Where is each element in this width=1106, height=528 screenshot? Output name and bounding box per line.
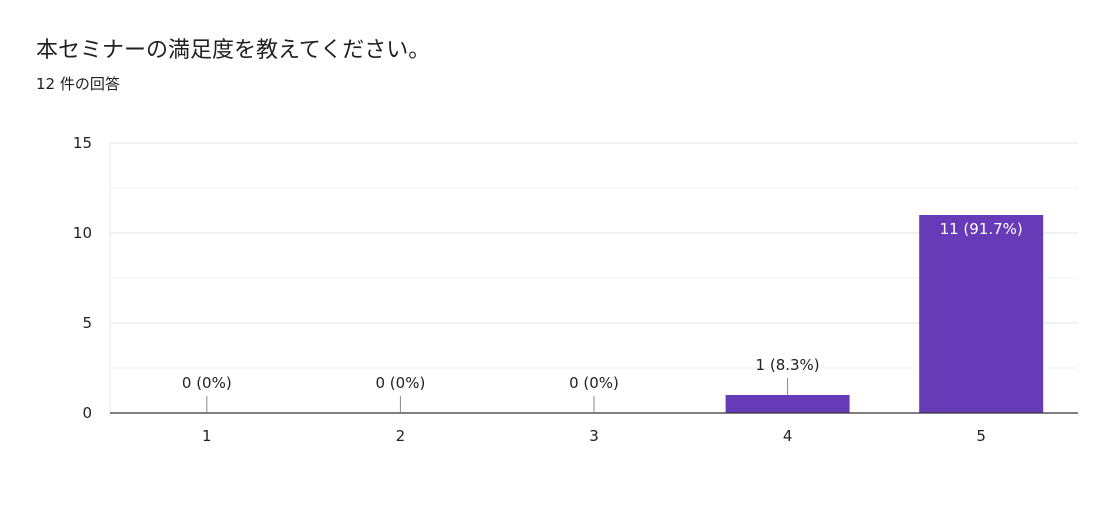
- response-count: 12 件の回答: [36, 75, 120, 93]
- data-labels: 0 (0%) 0 (0%) 0 (0%) 1 (8.3%) 11 (91.7%): [182, 220, 1023, 413]
- y-tick-label: 15: [73, 134, 92, 152]
- data-label: 0 (0%): [375, 374, 425, 392]
- y-axis-ticks: 0 5 10 15: [73, 134, 92, 422]
- data-label: 0 (0%): [182, 374, 232, 392]
- bar[interactable]: [725, 395, 850, 413]
- y-tick-label: 10: [73, 224, 92, 242]
- x-tick-label: 1: [202, 427, 212, 445]
- gridlines: [109, 142, 1078, 413]
- data-label: 11 (91.7%): [940, 220, 1023, 238]
- y-tick-label: 5: [82, 314, 92, 332]
- bar[interactable]: [919, 215, 1044, 413]
- question-title: 本セミナーの満足度を教えてください。: [36, 38, 431, 63]
- data-label: 0 (0%): [569, 374, 619, 392]
- y-tick-label: 0: [82, 404, 92, 422]
- x-tick-label: 2: [396, 427, 406, 445]
- x-axis-ticks: 1 2 3 4 5: [202, 427, 986, 445]
- x-tick-label: 3: [589, 427, 599, 445]
- x-tick-label: 5: [976, 427, 986, 445]
- bars: [725, 215, 1044, 413]
- data-label: 1 (8.3%): [756, 356, 820, 374]
- x-tick-label: 4: [783, 427, 793, 445]
